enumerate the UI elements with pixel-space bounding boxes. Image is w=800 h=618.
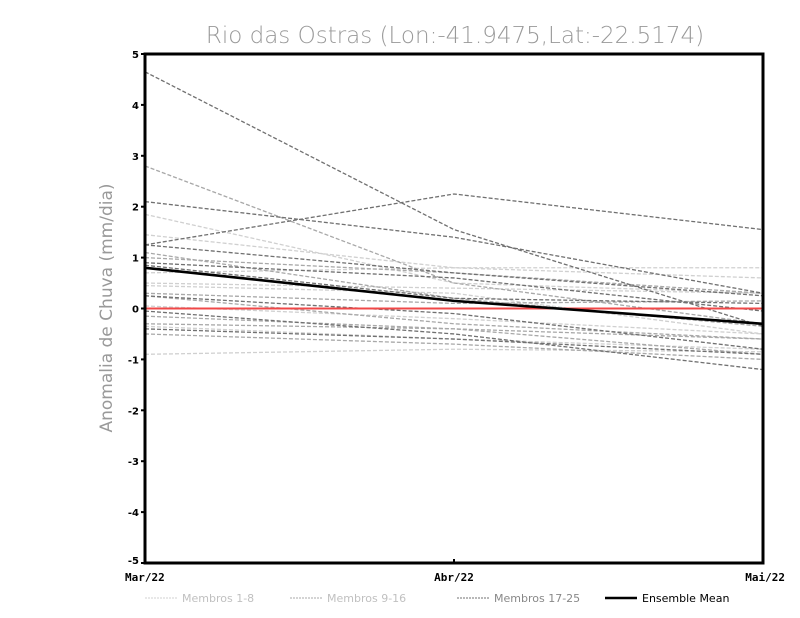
y-tick-label: 2 [132,203,139,214]
x-tick-label: Mar/22 [125,571,165,584]
member-line-2-8 [144,323,764,340]
member-line-2-7 [144,292,764,305]
member-line-1-3 [144,267,764,279]
member-line-1-8 [144,284,764,335]
member-line-1-4 [144,282,764,294]
member-line-1-5 [144,305,764,335]
member-line-3-8 [144,328,764,355]
member-line-3-2 [144,200,764,294]
y-axis-label: Anomalia de Chuva (mm/dia) [97,183,117,432]
legend-label-1: Membros 1-8 [182,592,254,605]
y-tick-label: 5 [132,50,139,61]
member-line-3-7 [144,310,764,371]
x-tick-label: Mai/22 [745,571,785,584]
chart-title: Rio das Ostras (Lon:-41.9475,Lat:-22.517… [206,23,704,49]
y-tick-label: 4 [132,101,139,112]
member-line-3-5 [144,262,764,312]
y-tick-label: -3 [128,457,139,468]
y-tick-label: -5 [128,556,139,567]
legend-label-3: Membros 17-25 [494,592,580,605]
member-line-3-3 [144,193,764,246]
y-tick-label: 0 [132,305,139,316]
member-line-2-2 [144,256,764,294]
y-tick-label: 3 [132,152,139,163]
member-line-2-5 [144,333,764,361]
member-line-3-6 [144,295,764,350]
member-line-1-1 [144,213,764,294]
member-line-1-2 [144,234,763,269]
y-tick-label: 1 [132,254,139,265]
y-tick-label: -1 [128,355,139,366]
member-line-3-4 [144,244,764,297]
member-line-2-1 [144,165,764,325]
member-line-2-6 [144,251,764,327]
legend-label-2: Membros 9-16 [327,592,406,605]
member-line-1-7 [144,348,764,355]
y-tick-label: -2 [128,406,139,417]
member-line-3-9 [144,264,764,305]
member-line-2-3 [144,295,764,340]
x-tick-label: Abr/22 [434,571,474,584]
legend-label-4: Ensemble Mean [642,592,729,605]
member-line-3-1 [144,71,764,327]
y-tick-label: -4 [128,508,139,519]
ensemble-mean-line [144,266,764,326]
